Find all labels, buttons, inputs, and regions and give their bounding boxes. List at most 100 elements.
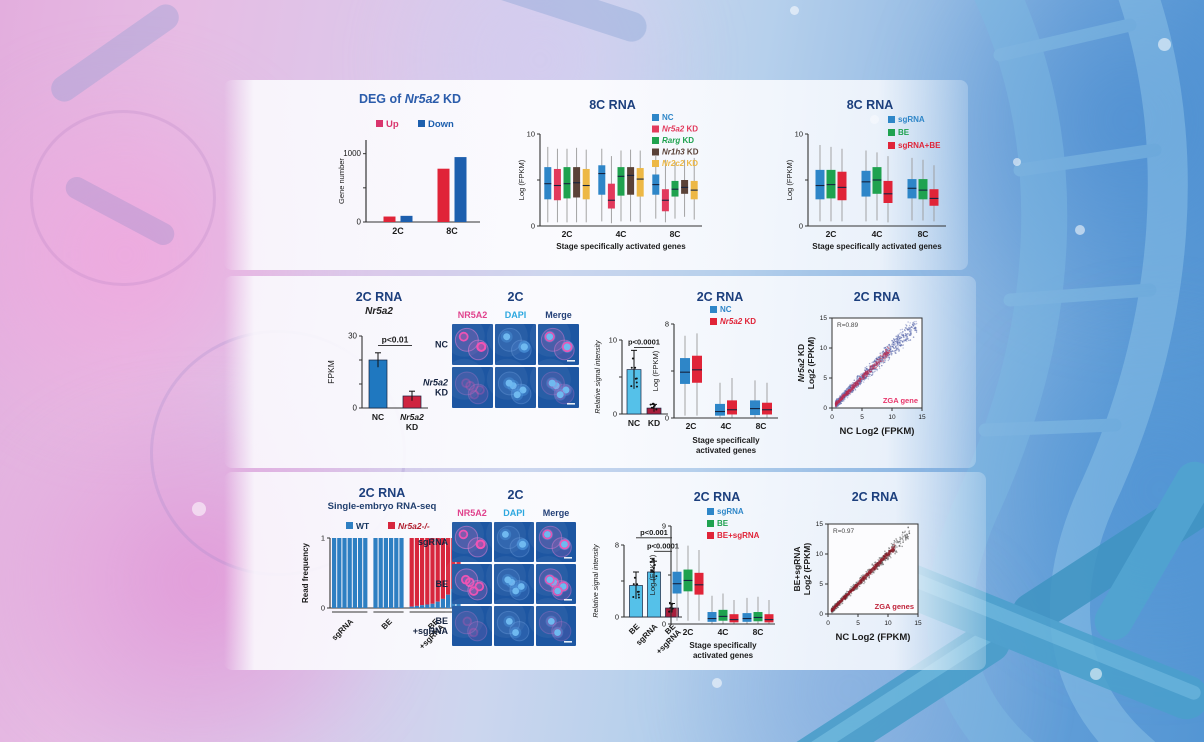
svg-text:Down: Down (428, 119, 454, 130)
svg-text:activated genes: activated genes (693, 651, 754, 660)
svg-text:p<0.001: p<0.001 (640, 528, 668, 537)
panel-title-deg: DEG of Nr5a2 KD (358, 92, 462, 106)
svg-text:8C: 8C (446, 226, 458, 236)
svg-text:5: 5 (860, 414, 864, 421)
svg-text:0: 0 (799, 222, 803, 231)
boxplot-8c-be-chart: 0 10 Log (FPKM) 2C 4C 8C Stage specifically ac… (785, 115, 946, 251)
svg-text:BE: BE (435, 579, 448, 589)
svg-text:DAPI: DAPI (503, 508, 525, 518)
svg-text:sgRNA: sgRNA (898, 115, 925, 124)
panel-title-2c-micro: 2C (507, 290, 524, 304)
svg-text:Merge: Merge (543, 508, 570, 518)
svg-text:KD: KD (648, 418, 660, 428)
panel-deg-bar: DEG of Nr5a2 KD Up Down 0 1000 Gene number 2C… (330, 90, 490, 248)
svg-text:sgRNA: sgRNA (418, 537, 449, 547)
panel-title-2c-rna-embryo: 2C RNA (358, 486, 406, 500)
panel-title-8c-rna-be: 8C RNA (846, 98, 894, 112)
svg-text:2C: 2C (826, 229, 837, 239)
svg-text:Log (FPKM): Log (FPKM) (651, 350, 660, 391)
svg-text:Nr5a2 KD: Nr5a2 KD (720, 317, 756, 326)
svg-text:BE+sgRNA: BE+sgRNA (717, 531, 760, 540)
svg-text:0: 0 (823, 405, 827, 412)
svg-text:FPKM: FPKM (326, 360, 336, 384)
panel-microscopy-bottom: 2C NR5A2 DAPI Merge sgRNA BE BE +sgRNA (408, 486, 593, 672)
svg-text:sgRNA: sgRNA (330, 617, 355, 642)
svg-text:10: 10 (820, 345, 828, 352)
svg-text:R=0.97: R=0.97 (833, 528, 855, 535)
svg-text:BE: BE (435, 616, 448, 626)
svg-text:8: 8 (615, 541, 619, 550)
panel-title-2c-rna-scatter-bottom: 2C RNA (851, 490, 899, 504)
svg-text:Read frequency: Read frequency (301, 542, 310, 603)
svg-text:10: 10 (527, 130, 535, 139)
svg-text:5: 5 (856, 620, 860, 627)
svg-text:sgRNA: sgRNA (717, 507, 744, 516)
panel-title-2c-rna-box: 2C RNA (696, 290, 744, 304)
svg-text:Log (FPKM): Log (FPKM) (517, 159, 526, 200)
svg-text:Stage specifically: Stage specifically (689, 641, 757, 650)
svg-text:4C: 4C (718, 627, 729, 637)
svg-text:activated genes: activated genes (696, 446, 757, 455)
svg-text:DAPI: DAPI (505, 310, 527, 320)
svg-text:KD: KD (406, 422, 418, 432)
svg-text:WT: WT (356, 521, 370, 531)
svg-text:5: 5 (823, 375, 827, 382)
panel-signal-mid: 0 10 Relative signal intensity NC KD p<0.0001 (592, 302, 674, 450)
panel-microscopy-mid: 2C NR5A2 DAPI Merge NC Nr5a2 KD (408, 288, 593, 450)
svg-text:2C: 2C (683, 627, 694, 637)
svg-text:Nr1h3 KD: Nr1h3 KD (662, 148, 699, 157)
panel-fpkm-bar: 2C RNA Nr5a2 0 30 FPKM NC Nr5a2 KD p<0.01 (318, 288, 440, 450)
svg-text:Merge: Merge (545, 310, 572, 320)
svg-text:Log2 (FPKM): Log2 (FPKM) (806, 337, 816, 390)
svg-text:0: 0 (613, 410, 617, 419)
svg-text:9: 9 (662, 522, 666, 531)
svg-text:p<0.0001: p<0.0001 (647, 541, 679, 550)
svg-text:1: 1 (321, 534, 325, 543)
svg-text:NC Log2 (FPKM): NC Log2 (FPKM) (836, 632, 911, 643)
svg-text:BE: BE (717, 519, 729, 528)
svg-text:15: 15 (816, 521, 824, 528)
panel-title-2c-rna-scatter: 2C RNA (853, 290, 901, 304)
panel-box-8c-be: 8C RNA 0 10 Log (FPKM) 2C 4C 8C Stage specific… (780, 98, 960, 268)
svg-text:NC: NC (662, 113, 674, 122)
svg-text:5: 5 (819, 581, 823, 588)
panel-signal-bottom: 0 8 Relative signal intensity BE sgRNA BE +sgR… (590, 505, 690, 673)
svg-text:BE+sgRNA: BE+sgRNA (792, 546, 802, 591)
svg-text:Nr5a2 KD: Nr5a2 KD (662, 125, 698, 134)
svg-text:BE: BE (898, 128, 910, 137)
svg-text:8C: 8C (753, 627, 764, 637)
svg-text:sgRNA+BE: sgRNA+BE (898, 141, 941, 150)
svg-text:Stage specifically activated g: Stage specifically activated genes (556, 242, 686, 251)
svg-text:2C: 2C (392, 226, 404, 236)
svg-text:2C: 2C (686, 421, 697, 431)
signal-intensity-chart-mid: 0 10 Relative signal intensity NC KD p<0.0001 (595, 336, 668, 428)
boxplot-2c-kd-chart: 0 8 Log (FPKM) 2C 4C 8C Stage specificallyacti… (651, 305, 778, 455)
svg-text:Gene number: Gene number (337, 158, 346, 204)
scatter-nc-vs-besgrna-chart: 00 5 5 10 10 15 15 R=0.97 ZGA genes NC Log2 (FPKM… (792, 521, 922, 643)
svg-text:Up: Up (386, 119, 399, 130)
svg-text:BE: BE (380, 617, 395, 632)
svg-text:0: 0 (321, 604, 325, 613)
svg-text:Relative signal intensity: Relative signal intensity (595, 340, 602, 414)
svg-text:Relative signal intensity: Relative signal intensity (593, 544, 600, 618)
svg-text:0: 0 (615, 613, 619, 622)
svg-text:4C: 4C (872, 229, 883, 239)
panel-title-2c-micro-bottom: 2C (507, 488, 524, 502)
svg-text:p<0.01: p<0.01 (382, 335, 409, 345)
panel-single-embryo: 2C RNA Single-embryo RNA-seq WT Nr5a2-/- 0… (296, 486, 468, 668)
svg-text:Stage specifically: Stage specifically (692, 436, 760, 445)
svg-text:8C: 8C (670, 229, 681, 239)
svg-text:Nr5a2-/-: Nr5a2-/- (398, 521, 430, 531)
boxplot-8c-kd-chart: 0 10 Log (FPKM) 2C 4C 8C Stage specifically ac… (517, 113, 702, 251)
svg-text:8C: 8C (756, 421, 767, 431)
panel-box-2c-kd: 2C RNA 0 8 Log (FPKM) 2C 4C 8C Stage specifica… (646, 288, 794, 468)
svg-text:4C: 4C (616, 229, 627, 239)
svg-text:NC: NC (435, 340, 448, 350)
svg-text:ZGA gene: ZGA gene (883, 396, 918, 405)
panel-box-8c-kd: 8C RNA 0 10 Log (FPKM) 2C 4C 8C Stage specific… (510, 98, 715, 268)
svg-text:10: 10 (609, 336, 617, 345)
